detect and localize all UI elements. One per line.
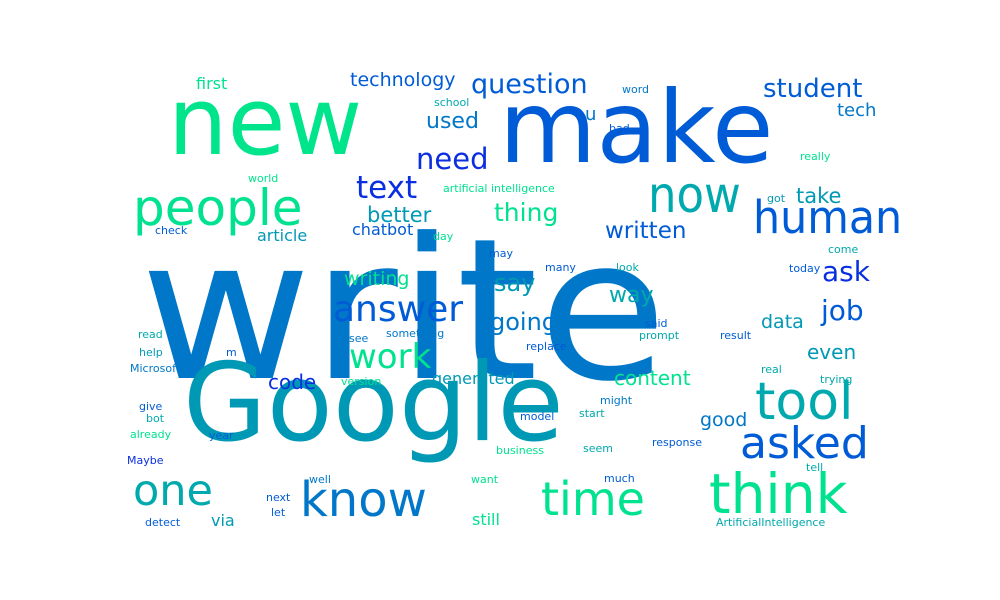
word-seem: seem	[583, 442, 613, 455]
word-text: text	[356, 170, 418, 206]
word-article: article	[257, 226, 308, 245]
word-world: world	[248, 172, 279, 185]
word-prompt: prompt	[639, 329, 680, 342]
word-student: student	[763, 74, 863, 104]
word-may: may	[489, 247, 513, 260]
word-detect: detect	[145, 516, 181, 529]
word-give: give	[139, 400, 163, 413]
word-model: model	[520, 410, 555, 423]
word-microsoft: Microsoft	[130, 362, 181, 375]
word-thing: thing	[494, 198, 559, 227]
word-used: used	[426, 109, 479, 134]
word-going: going	[490, 308, 558, 336]
word-help: help	[139, 346, 163, 359]
word-job: job	[821, 294, 864, 327]
word-much: much	[604, 472, 635, 485]
word-said: said	[645, 317, 668, 330]
word-good: good	[700, 409, 748, 431]
word-asked: asked	[740, 418, 869, 469]
word-first: first	[196, 74, 228, 93]
word-writing: writing	[344, 268, 410, 290]
word-might: might	[600, 394, 633, 407]
word-data: data	[761, 311, 804, 333]
word-u: u	[585, 104, 597, 125]
word-one: one	[133, 466, 214, 516]
word-people: people	[133, 179, 303, 237]
word-answer: answer	[333, 289, 464, 330]
word-want: want	[471, 473, 499, 486]
word-well: well	[309, 473, 331, 486]
word-tool: tool	[755, 372, 854, 432]
word-ask: ask	[822, 255, 870, 288]
word-even: even	[807, 340, 857, 364]
word-see: see	[349, 332, 369, 345]
word-google: Google	[183, 341, 564, 466]
word-think: think	[709, 462, 848, 526]
word-question: question	[471, 69, 588, 100]
word-version: version	[341, 375, 382, 388]
word-got: got	[767, 192, 786, 205]
word-artificial-intelligence: artificial intelligence	[443, 182, 555, 195]
word-written: written	[605, 218, 687, 244]
word-generated: generated	[432, 369, 515, 388]
word-response: response	[652, 436, 702, 449]
word-via: via	[211, 511, 235, 530]
word-already: already	[130, 428, 172, 441]
word-come: come	[828, 243, 859, 256]
word-replace: replace	[526, 340, 567, 353]
word-new: new	[168, 68, 363, 177]
word-code: code	[268, 370, 317, 394]
word-better: better	[367, 203, 432, 227]
word-know: know	[300, 472, 427, 528]
word-tech: tech	[837, 100, 877, 121]
word-still: still	[472, 510, 500, 529]
word-say: say	[494, 269, 536, 297]
word-real: real	[761, 363, 782, 376]
word-year: year	[209, 429, 234, 442]
word-technology: technology	[350, 69, 456, 91]
word-today: today	[789, 262, 821, 275]
word-something: something	[386, 327, 445, 340]
word-business: business	[496, 444, 544, 457]
word-now: now	[648, 166, 741, 224]
word-time: time	[541, 472, 645, 526]
word-result: result	[720, 329, 752, 342]
word-read: read	[138, 328, 163, 341]
word-really: really	[800, 150, 831, 163]
word-trying: trying	[820, 373, 853, 386]
word-many: many	[545, 261, 576, 274]
word-way: way	[609, 283, 654, 308]
word-write: write	[140, 197, 668, 425]
word-look: look	[616, 261, 639, 274]
word-check: check	[155, 224, 188, 237]
word-make: make	[499, 69, 774, 186]
word-tell: tell	[806, 461, 824, 474]
word-chatbot: chatbot	[352, 220, 414, 239]
word-school: school	[434, 96, 470, 109]
word-human: human	[753, 191, 903, 244]
word-word: word	[622, 83, 650, 96]
word-start: start	[579, 407, 605, 420]
word-bad: bad	[609, 122, 630, 135]
word-bot: bot	[146, 412, 165, 425]
word-day: day	[433, 230, 454, 243]
word-take: take	[796, 184, 842, 208]
word-work: work	[349, 337, 432, 377]
word-m: m	[226, 346, 237, 359]
word-next: next	[266, 491, 291, 504]
word-content: content	[614, 366, 691, 390]
word-artificialintelligence: ArtificialIntelligence	[716, 516, 826, 529]
word-maybe: Maybe	[127, 454, 164, 467]
word-let: let	[271, 506, 286, 519]
word-need: need	[416, 142, 489, 176]
